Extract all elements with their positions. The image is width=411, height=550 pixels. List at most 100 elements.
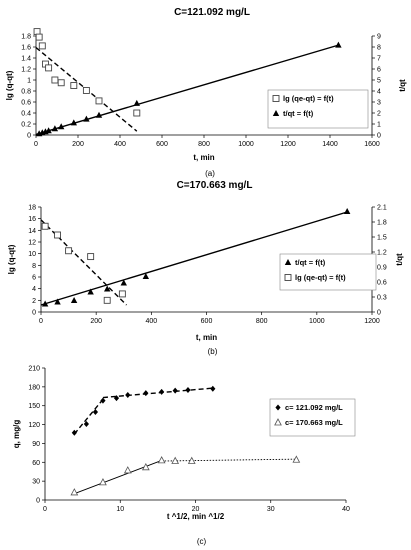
legend-box-a — [267, 89, 369, 129]
data-point-a-0-1 — [35, 33, 43, 41]
data-point-a-0-9 — [95, 97, 103, 105]
chart-title-a: C=121.092 mg/L — [174, 7, 250, 18]
y-tick-label-c-2: 60 — [32, 460, 40, 467]
y-right-tick-label-a-7: 7 — [377, 56, 381, 63]
y-right-tick-label-a-3: 3 — [377, 100, 381, 107]
x-tick-label-b-6: 1200 — [364, 318, 380, 325]
x-tick-label-a-5: 1000 — [238, 141, 254, 148]
data-point-b-0-3 — [87, 288, 94, 295]
fit-line-c-0-0 — [73, 398, 104, 435]
legend-label-a-1: t/qt = f(t) — [283, 109, 314, 118]
y-tick-label-a-5: 1 — [27, 78, 31, 85]
y-tick-label-b-5: 10 — [28, 251, 36, 258]
x-tick-label-a-3: 600 — [156, 141, 168, 148]
data-point-b-1-1 — [54, 231, 61, 239]
y-axis-label-a: lg (q-qt) — [5, 70, 14, 100]
x-tick-label-c-4: 40 — [342, 506, 350, 513]
legend-marker-a-0 — [272, 95, 280, 102]
x-axis-label-a: t, min — [193, 153, 214, 162]
data-point-a-0-6 — [57, 79, 65, 87]
legend-label-c-0: c= 121.092 mg/L — [285, 403, 343, 412]
data-point-b-0-0 — [41, 300, 49, 307]
data-point-c-0-3 — [100, 397, 106, 404]
data-point-c-1-2 — [123, 466, 132, 474]
x-axis-label-b: t, min — [196, 333, 217, 342]
y-right-tick-label-b-6: 1.8 — [377, 220, 387, 227]
y-tick-label-a-3: 0.6 — [21, 100, 31, 107]
data-point-b-0-1 — [54, 298, 61, 305]
legend-marker-c-0 — [275, 404, 281, 411]
x-tick-label-b-0: 0 — [39, 318, 43, 325]
data-point-c-0-7 — [159, 388, 165, 395]
caption-c: (c) — [197, 537, 207, 546]
y-tick-label-b-2: 4 — [32, 286, 36, 293]
data-point-b-0-4 — [104, 285, 111, 292]
x-tick-label-a-6: 1200 — [280, 141, 296, 148]
x-tick-label-c-1: 10 — [116, 506, 124, 513]
y-tick-label-b-8: 16 — [28, 216, 36, 223]
y-tick-label-c-4: 120 — [28, 422, 40, 429]
y-tick-label-a-4: 0.8 — [21, 89, 31, 96]
y-tick-label-c-5: 150 — [28, 403, 40, 410]
y-axis-label-c: q, mg/g — [12, 420, 21, 449]
x-tick-label-a-4: 800 — [198, 141, 210, 148]
y-right-tick-label-b-2: 0.6 — [377, 280, 387, 287]
fit-line-c-1-1 — [161, 458, 297, 462]
y-right-tick-label-b-3: 0.9 — [377, 265, 387, 272]
y-right-tick-label-a-4: 4 — [377, 89, 381, 96]
x-tick-label-b-4: 800 — [256, 318, 268, 325]
data-point-c-0-8 — [172, 387, 178, 394]
x-tick-label-b-5: 1000 — [309, 318, 325, 325]
fit-line-b-0-0 — [40, 211, 348, 306]
data-point-a-0-4 — [45, 64, 53, 72]
y-tick-label-a-6: 1.2 — [21, 67, 31, 74]
data-point-b-1-0 — [41, 222, 49, 230]
y-tick-label-c-3: 90 — [32, 441, 40, 448]
x-tick-label-b-1: 200 — [90, 318, 102, 325]
y-tick-label-c-0: 0 — [36, 498, 40, 505]
data-point-b-1-3 — [87, 253, 95, 261]
fit-line-c-0-1 — [102, 387, 213, 399]
data-point-a-0-10 — [133, 109, 141, 117]
legend-box-c — [269, 398, 356, 437]
legend-label-b-0: t/qt = f(t) — [295, 258, 326, 267]
y-right-tick-label-a-0: 0 — [377, 133, 381, 140]
legend-marker-c-1 — [274, 418, 282, 426]
y-tick-label-b-4: 8 — [32, 263, 36, 270]
legend-label-c-1: c= 170.663 mg/L — [285, 418, 343, 427]
data-point-b-0-6 — [142, 273, 150, 279]
y-right-tick-label-a-5: 5 — [377, 78, 381, 85]
data-point-c-1-1 — [99, 478, 107, 486]
y-tick-label-b-0: 0 — [32, 310, 36, 317]
data-point-a-1-10 — [335, 41, 342, 48]
data-point-b-1-4 — [103, 296, 111, 304]
data-point-c-1-3 — [141, 462, 150, 471]
data-point-b-0-5 — [120, 279, 127, 286]
data-point-c-0-9 — [185, 387, 191, 393]
y-tick-label-b-6: 12 — [28, 240, 36, 247]
caption-b: (b) — [208, 347, 218, 356]
data-point-b-1-2 — [65, 247, 73, 255]
y-right-tick-label-b-0: 0 — [377, 310, 381, 317]
x-axis-label-c: t ^1/2, min ^1/2 — [167, 512, 225, 521]
data-point-a-0-7 — [70, 82, 78, 89]
data-point-a-1-8 — [95, 111, 103, 118]
y-tick-label-c-6: 180 — [28, 384, 40, 391]
y-tick-label-b-7: 14 — [28, 228, 36, 235]
data-point-c-0-0 — [71, 429, 77, 436]
legend-marker-a-1 — [272, 110, 280, 116]
x-tick-label-a-7: 1400 — [322, 141, 338, 148]
data-point-a-1-7 — [83, 115, 90, 122]
chart-title-b: C=170.663 mg/L — [177, 180, 253, 191]
data-point-a-1-3 — [45, 127, 52, 134]
y-tick-label-a-0: 0 — [27, 133, 31, 140]
data-point-a-0-2 — [38, 42, 46, 50]
y-right-axis-label-b: t/qt — [395, 253, 404, 266]
data-point-a-1-4 — [51, 125, 59, 132]
data-point-c-1-5 — [171, 456, 180, 464]
data-point-a-1-9 — [133, 99, 140, 106]
data-point-b-1-5 — [118, 290, 126, 298]
data-point-c-0-10 — [210, 385, 216, 392]
data-point-a-0-5 — [51, 76, 59, 84]
